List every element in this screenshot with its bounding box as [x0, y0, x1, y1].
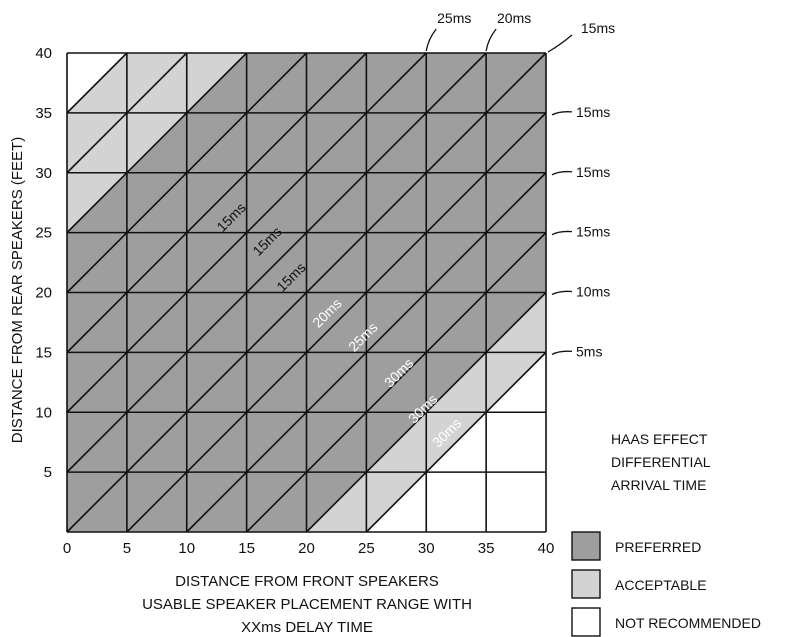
annotation-leader [551, 290, 573, 296]
top-annotation-label: 25ms [437, 10, 471, 26]
top-annotation-label: 20ms [497, 10, 531, 26]
diagonal-layer [66, 52, 547, 533]
y-tick-label: 5 [44, 464, 52, 481]
diagonal-line [66, 52, 487, 473]
y-tick-label: 30 [35, 165, 52, 182]
top-annotation-label: 15ms [581, 20, 615, 36]
x-tick-label: 40 [538, 540, 555, 557]
x-tick-label: 25 [358, 540, 375, 557]
x-tick-label: 5 [123, 540, 131, 557]
x-tick-label: 30 [418, 540, 435, 557]
diagonal-line [66, 52, 427, 413]
x-tick-label: 10 [178, 540, 195, 557]
annotation-leader [551, 170, 573, 176]
legend-title-line: HAAS EFFECT [611, 431, 708, 447]
x-axis-subtitle-line-2: USABLE SPEAKER PLACEMENT RANGE WITH [142, 596, 472, 613]
legend-title-line: ARRIVAL TIME [611, 477, 706, 493]
right-annotation-label: 15ms [576, 104, 610, 120]
diagonal-line [305, 291, 547, 533]
x-tick-label: 20 [298, 540, 315, 557]
y-tick-label: 25 [35, 225, 52, 242]
y-tick-label: 35 [35, 105, 52, 122]
legend-item-label: ACCEPTABLE [615, 577, 707, 593]
cell-lower-triangle [486, 472, 546, 532]
x-tick-label: 15 [238, 540, 255, 557]
y-tick-label: 40 [35, 45, 52, 62]
diagonal-line [365, 351, 547, 533]
right-annotation-label: 15ms [576, 224, 610, 240]
annotation-leader [551, 111, 573, 116]
right-annotation-label: 10ms [576, 284, 610, 300]
y-tick-label: 15 [35, 344, 52, 361]
x-axis-subtitle-line-3: XXms DELAY TIME [241, 619, 373, 636]
legend-swatch [571, 569, 601, 599]
annotation-leader [425, 28, 437, 52]
cell-lower-triangle [426, 472, 487, 532]
legend-item-label: NOT RECOMMENDED [615, 615, 761, 631]
annotation-leader [551, 350, 573, 355]
cell-lower-triangle [486, 412, 546, 473]
y-tick-layer: 5 10 15 20 25 30 35 40 [35, 45, 52, 481]
annotation-leader [551, 230, 573, 236]
annotation-leader [547, 34, 573, 53]
right-annotation-layer: 15ms 15ms 15ms 10ms 5ms [551, 104, 610, 359]
x-tick-layer: 0 5 10 15 20 25 30 35 40 [63, 540, 555, 557]
diagonal-line [66, 52, 128, 114]
diagonal-line [66, 52, 367, 353]
legend-swatch [571, 607, 601, 637]
y-axis-title: DISTANCE FROM REAR SPEAKERS (FEET) [9, 137, 26, 443]
diagonal-line [66, 52, 547, 533]
diagonal-line [246, 232, 547, 533]
y-tick-label: 10 [35, 404, 52, 421]
legend: HAAS EFFECT DIFFERENTIAL ARRIVAL TIME PREFE… [571, 431, 761, 637]
right-annotation-label: 15ms [576, 164, 610, 180]
diagonal-line [186, 172, 547, 533]
legend-swatch [571, 531, 601, 561]
top-annotation-layer: 25ms 20ms 15ms [425, 10, 615, 53]
x-tick-label: 0 [63, 540, 71, 557]
legend-item-label: PREFERRED [615, 539, 701, 555]
y-tick-label: 20 [35, 285, 52, 302]
x-tick-label: 35 [478, 540, 495, 557]
right-annotation-label: 5ms [576, 343, 602, 359]
diagonal-line [126, 112, 547, 533]
legend-title-line: DIFFERENTIAL [611, 454, 711, 470]
diagonal-line [66, 52, 308, 294]
diagonal-line [66, 52, 188, 174]
annotation-leader [485, 28, 497, 52]
x-axis-title: DISTANCE FROM FRONT SPEAKERS [175, 573, 439, 590]
diagonal-line [66, 52, 248, 234]
